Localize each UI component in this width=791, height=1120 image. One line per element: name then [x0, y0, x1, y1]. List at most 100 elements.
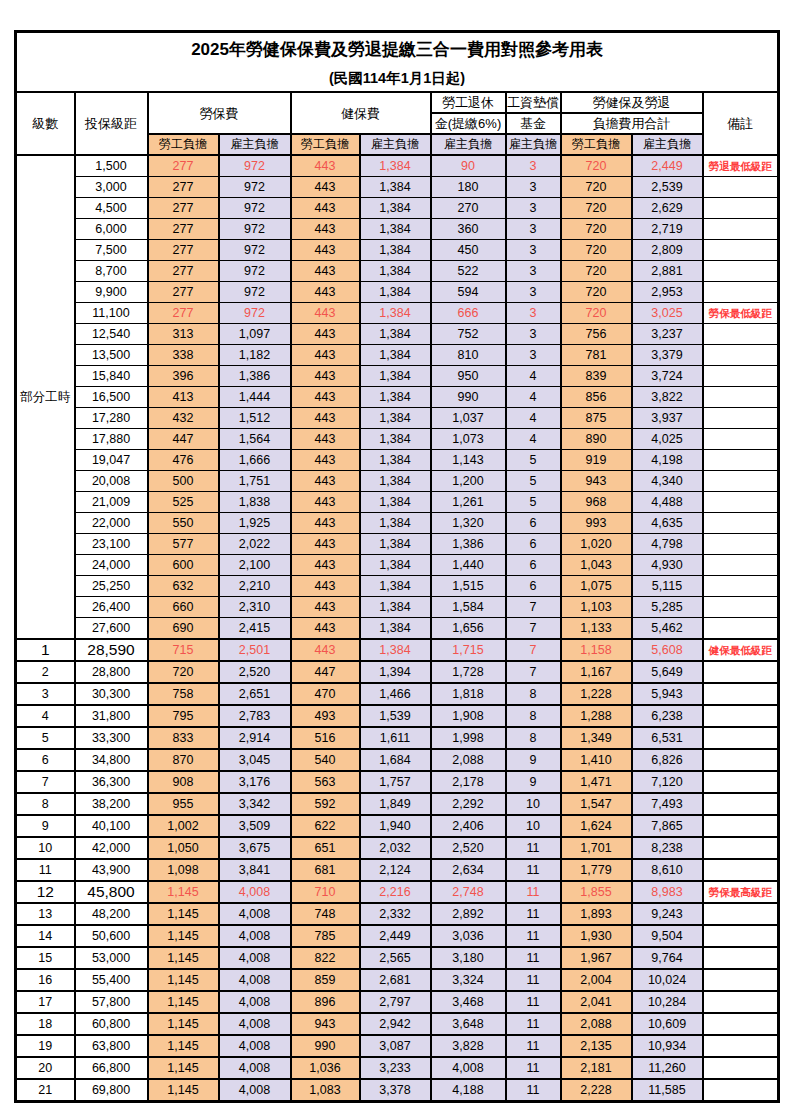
cell-pension-employer: 1,386: [431, 534, 506, 555]
cell-labor-ins-employee: 1,098: [148, 859, 219, 881]
cell-note: [703, 597, 779, 618]
cell-health-ins-employee: 470: [291, 683, 360, 705]
cell-labor-ins-employee: 870: [148, 749, 219, 771]
cell-health-ins-employee: 681: [291, 859, 360, 881]
cell-health-ins-employee: 443: [291, 198, 360, 219]
cell-bracket: 28,800: [75, 661, 148, 683]
cell-pension-employer: 990: [431, 387, 506, 408]
table-row: 20,0085001,7514431,3841,20059434,340: [16, 471, 779, 492]
cell-labor-ins-employer: 1,564: [219, 429, 291, 450]
cell-health-ins-employer: 1,611: [360, 727, 431, 749]
cell-health-ins-employee: 896: [291, 991, 360, 1013]
cell-health-ins-employee: 592: [291, 793, 360, 815]
cell-labor-ins-employee: 1,145: [148, 925, 219, 947]
cell-labor-ins-employee: 447: [148, 429, 219, 450]
cell-pension-employer: 2,292: [431, 793, 506, 815]
cell-labor-ins-employee: 525: [148, 492, 219, 513]
cell-wage-fund-employer: 3: [506, 219, 561, 240]
cell-pension-employer: 3,828: [431, 1035, 506, 1057]
cell-total-employer: 5,608: [632, 639, 703, 661]
cell-health-ins-employee: 563: [291, 771, 360, 793]
cell-bracket: 19,047: [75, 450, 148, 471]
cell-bracket: 63,800: [75, 1035, 148, 1057]
cell-wage-fund-employer: 5: [506, 471, 561, 492]
cell-health-ins-employer: 1,940: [360, 815, 431, 837]
cell-health-ins-employer: 1,384: [360, 408, 431, 429]
cell-health-ins-employee: 710: [291, 881, 360, 903]
cell-total-employee: 1,855: [561, 881, 632, 903]
table-row: 19,0474761,6664431,3841,14359194,198: [16, 450, 779, 471]
premium-comparison-table: 2025年勞健保保費及勞退提繳三合一費用對照參考用表 (民國114年1月1日起)…: [14, 30, 780, 1103]
cell-labor-ins-employee: 277: [148, 261, 219, 282]
cell-level: 16: [16, 969, 75, 991]
cell-health-ins-employer: 2,216: [360, 881, 431, 903]
cell-level: 18: [16, 1013, 75, 1035]
cell-labor-ins-employee: 338: [148, 345, 219, 366]
cell-labor-ins-employee: 1,145: [148, 1057, 219, 1079]
cell-labor-ins-employee: 1,145: [148, 969, 219, 991]
cell-wage-fund-employer: 8: [506, 683, 561, 705]
cell-labor-ins-employer: 3,509: [219, 815, 291, 837]
cell-note: 勞保最高級距: [703, 881, 779, 903]
cell-level: 5: [16, 727, 75, 749]
cell-total-employer: 2,539: [632, 177, 703, 198]
cell-health-ins-employee: 822: [291, 947, 360, 969]
cell-level: 12: [16, 881, 75, 903]
cell-pension-employer: 3,468: [431, 991, 506, 1013]
col-header-wage-fund-line2: 基金: [506, 113, 561, 134]
cell-total-employer: 7,120: [632, 771, 703, 793]
cell-total-employee: 1,103: [561, 597, 632, 618]
cell-pension-employer: 594: [431, 282, 506, 303]
cell-health-ins-employer: 1,384: [360, 155, 431, 177]
cell-level: 21: [16, 1079, 75, 1102]
cell-note: [703, 618, 779, 640]
cell-labor-ins-employee: 833: [148, 727, 219, 749]
cell-wage-fund-employer: 3: [506, 155, 561, 177]
cell-total-employer: 9,764: [632, 947, 703, 969]
cell-health-ins-employer: 1,384: [360, 450, 431, 471]
cell-pension-employer: 1,728: [431, 661, 506, 683]
cell-labor-ins-employee: 277: [148, 240, 219, 261]
cell-health-ins-employee: 943: [291, 1013, 360, 1035]
cell-health-ins-employee: 540: [291, 749, 360, 771]
cell-labor-ins-employer: 4,008: [219, 881, 291, 903]
cell-note: [703, 282, 779, 303]
cell-bracket: 45,800: [75, 881, 148, 903]
table-row: 9,9002779724431,38459437202,953: [16, 282, 779, 303]
table-row: 838,2009553,3425921,8492,292101,5477,493: [16, 793, 779, 815]
cell-pension-employer: 522: [431, 261, 506, 282]
cell-bracket: 66,800: [75, 1057, 148, 1079]
cell-health-ins-employer: 2,124: [360, 859, 431, 881]
table-row: 15,8403961,3864431,38495048393,724: [16, 366, 779, 387]
cell-total-employee: 1,349: [561, 727, 632, 749]
cell-wage-fund-employer: 4: [506, 366, 561, 387]
table-row: 4,5002779724431,38427037202,629: [16, 198, 779, 219]
subheader-total-employer: 雇主負擔: [632, 134, 703, 155]
cell-note: [703, 219, 779, 240]
cell-pension-employer: 2,406: [431, 815, 506, 837]
cell-labor-ins-employer: 1,838: [219, 492, 291, 513]
cell-pension-employer: 3,036: [431, 925, 506, 947]
cell-pension-employer: 1,656: [431, 618, 506, 640]
cell-note: [703, 450, 779, 471]
cell-bracket: 7,500: [75, 240, 148, 261]
cell-wage-fund-employer: 3: [506, 198, 561, 219]
cell-labor-ins-employer: 1,444: [219, 387, 291, 408]
cell-bracket: 69,800: [75, 1079, 148, 1102]
cell-pension-employer: 270: [431, 198, 506, 219]
cell-bracket: 28,590: [75, 639, 148, 661]
subheader-total-employee: 勞工負擔: [561, 134, 632, 155]
cell-total-employer: 5,649: [632, 661, 703, 683]
cell-total-employer: 10,024: [632, 969, 703, 991]
cell-health-ins-employer: 1,384: [360, 282, 431, 303]
cell-total-employee: 1,133: [561, 618, 632, 640]
cell-wage-fund-employer: 7: [506, 639, 561, 661]
cell-level: 17: [16, 991, 75, 1013]
cell-health-ins-employee: 651: [291, 837, 360, 859]
cell-bracket: 23,100: [75, 534, 148, 555]
cell-total-employee: 1,020: [561, 534, 632, 555]
cell-total-employee: 2,041: [561, 991, 632, 1013]
table-row: 128,5907152,5014431,3841,71571,1585,608健…: [16, 639, 779, 661]
col-header-wage-fund-line1: 工資墊償: [506, 92, 561, 113]
cell-total-employee: 1,471: [561, 771, 632, 793]
